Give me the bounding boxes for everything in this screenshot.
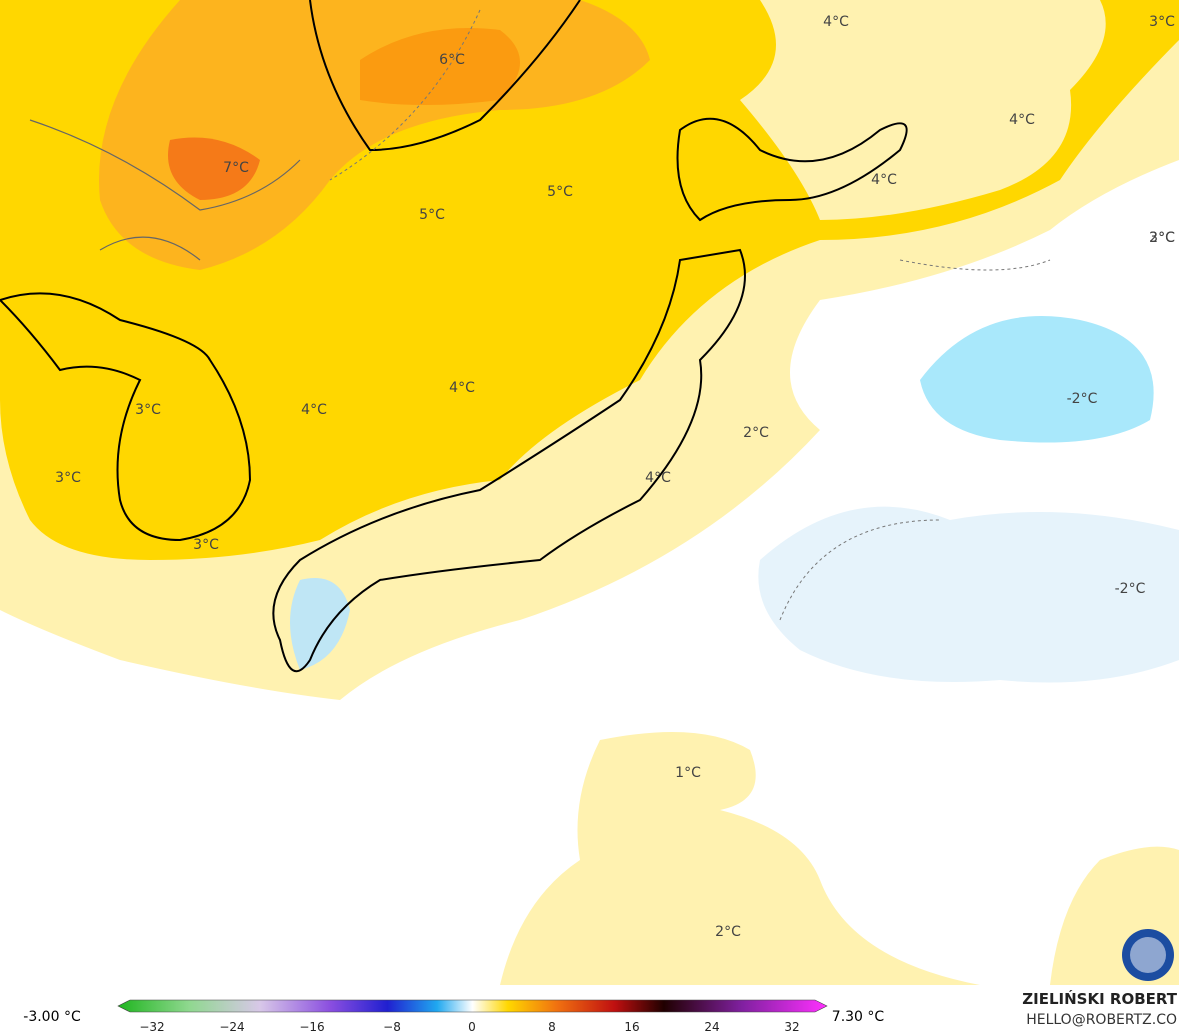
border (29, 119, 301, 261)
colorbar-tick-label: 8 (548, 1020, 556, 1034)
contour-label: 3°C (1149, 14, 1175, 30)
map: 6°C 7°C 5°C 5°C 4°C 4°C 4°C 3°C 3°C 3°C 3°C 4°C 4°C 4… (0, 0, 1179, 985)
colorbar-ticks: −32 −24 −16 −8 0 8 16 24 32 (139, 1020, 799, 1034)
colorbar-tick-label: −24 (219, 1020, 244, 1034)
contour-label: 3°C (193, 537, 219, 553)
contour-label: 4°C (645, 470, 671, 486)
credit-contact: HELLO@ROBERTZ.CO (1026, 1012, 1177, 1028)
anomaly-neg-1 (758, 506, 1179, 683)
contour-label: -2°C (1067, 391, 1098, 407)
colorbar-tick-label: −32 (139, 1020, 164, 1034)
contour-label: 3°C (135, 402, 161, 418)
contour-label: 3°C (55, 470, 81, 486)
contour-label: 4°C (1009, 112, 1035, 128)
contour-label: 7°C (223, 160, 249, 176)
contour-label: 4°C (871, 172, 897, 188)
colorbar-tick-label: −16 (299, 1020, 324, 1034)
anomaly-7 (168, 137, 260, 200)
contour-label: 6°C (439, 52, 465, 68)
contour-label: 2°C (1149, 230, 1175, 246)
footer: -3.00 °C 7.30 °C −32 −24 −16 −8 0 8 16 24 32 ZIE… (0, 985, 1179, 1035)
colorbar-tick-label: 32 (784, 1020, 799, 1034)
colorbar-tick-label: 16 (624, 1020, 639, 1034)
colorbar-tick-label: −8 (383, 1020, 401, 1034)
contour-labels: 6°C 7°C 5°C 5°C 4°C 4°C 4°C 3°C 3°C 3°C 3°C 4°C 4°C 4… (55, 14, 1175, 940)
colorbar-tick-label: 24 (704, 1020, 719, 1034)
contour-label: 4°C (301, 402, 327, 418)
noaa-logo-inner (1130, 937, 1166, 973)
coast-korea (0, 292, 252, 542)
contour-label: 4°C (449, 380, 475, 396)
contour-line (329, 9, 1051, 621)
colorbar-max: 7.30 °C (832, 1009, 885, 1025)
contour-label: 1°C (675, 765, 701, 781)
colorbar (117, 999, 828, 1013)
anomaly-6 (360, 28, 520, 105)
contour-label: 4°C (823, 14, 849, 30)
contour-label: 2°C (715, 924, 741, 940)
anomaly-neg-2 (920, 316, 1154, 443)
contour-label: 2°C (743, 425, 769, 441)
japan-honshu (272, 248, 746, 673)
contour-label: 5°C (419, 207, 445, 223)
contour-label: 3°C (1149, 230, 1175, 246)
anomaly-1-2 (500, 732, 980, 985)
coast-mainland (309, 0, 581, 152)
colorbar-min: -3.00 °C (23, 1009, 81, 1025)
japan-hokkaido (676, 117, 908, 222)
contour-label: 5°C (547, 184, 573, 200)
contour-label: -2°C (1115, 581, 1146, 597)
anomaly-neg-1 (290, 578, 350, 670)
colorbar-tick-label: 0 (468, 1020, 476, 1034)
credit-author: ZIELIŃSKI ROBERT (1022, 989, 1177, 1008)
